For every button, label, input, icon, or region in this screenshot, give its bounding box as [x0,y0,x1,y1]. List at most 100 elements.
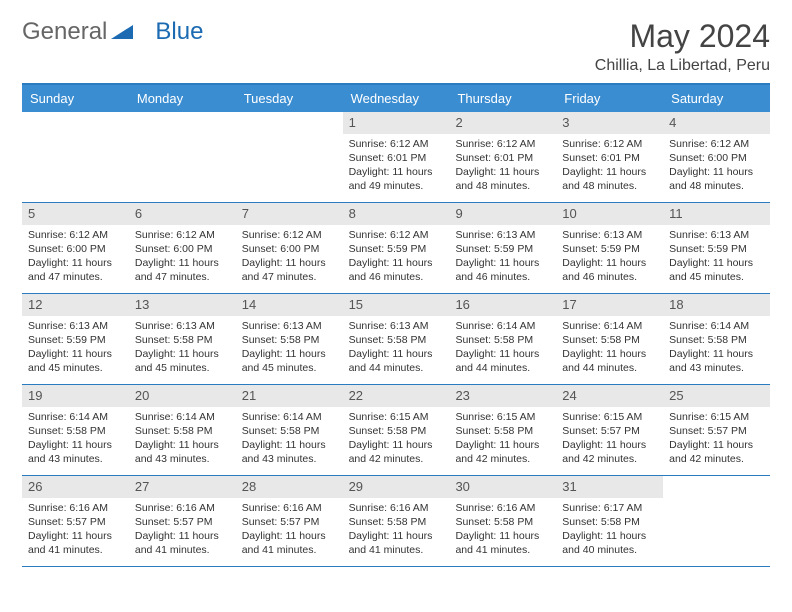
day-info-line: Sunset: 5:58 PM [455,424,550,438]
day-info: Sunrise: 6:16 AMSunset: 5:57 PMDaylight:… [236,498,343,564]
day-info: Sunrise: 6:13 AMSunset: 5:59 PMDaylight:… [663,225,770,291]
day-number: 11 [663,203,770,225]
day-info-line: Sunrise: 6:15 AM [455,410,550,424]
day-number: 2 [449,112,556,134]
day-info-line: Sunrise: 6:13 AM [455,228,550,242]
day-number: 29 [343,476,450,498]
day-info: Sunrise: 6:14 AMSunset: 5:58 PMDaylight:… [556,316,663,382]
day-info-line: Sunrise: 6:12 AM [242,228,337,242]
day-number: 23 [449,385,556,407]
day-number: 15 [343,294,450,316]
day-info-line: Sunset: 5:57 PM [242,515,337,529]
day-info-line: Sunrise: 6:13 AM [135,319,230,333]
day-info-line: Sunset: 6:01 PM [562,151,657,165]
day-info-line: Sunrise: 6:16 AM [135,501,230,515]
day-number: 7 [236,203,343,225]
day-number [129,112,236,132]
day-number [236,112,343,132]
day-number: 26 [22,476,129,498]
calendar-day-cell: 15 Sunrise: 6:13 AMSunset: 5:58 PMDayligh… [343,294,450,384]
day-info-line: Daylight: 11 hours and 43 minutes. [28,438,123,466]
day-info-line: Sunrise: 6:12 AM [349,228,444,242]
day-number: 28 [236,476,343,498]
day-info-line: Sunrise: 6:12 AM [349,137,444,151]
day-number: 24 [556,385,663,407]
day-info: Sunrise: 6:15 AMSunset: 5:57 PMDaylight:… [663,407,770,473]
day-info-line: Daylight: 11 hours and 47 minutes. [28,256,123,284]
calendar-week-row: 5Sunrise: 6:12 AMSunset: 6:00 PMDaylight… [22,203,770,294]
day-info-line: Sunrise: 6:13 AM [562,228,657,242]
day-info-line: Sunset: 5:59 PM [28,333,123,347]
calendar-day-cell: 8Sunrise: 6:12 AMSunset: 5:59 PMDaylight… [343,203,450,293]
day-info-line: Daylight: 11 hours and 46 minutes. [562,256,657,284]
day-info-line: Sunrise: 6:17 AM [562,501,657,515]
calendar-day-cell: 20Sunrise: 6:14 AMSunset: 5:58 PMDayligh… [129,385,236,475]
day-header: Friday [556,85,663,112]
brand-part2: Blue [155,18,203,46]
day-number [22,112,129,132]
day-info-line: Daylight: 11 hours and 48 minutes. [562,165,657,193]
brand-logo: General Blue [22,18,203,46]
day-number: 3 [556,112,663,134]
day-info-line: Sunrise: 6:13 AM [349,319,444,333]
day-info-line: Sunset: 5:59 PM [562,242,657,256]
calendar-day-cell: 30Sunrise: 6:16 AMSunset: 5:58 PMDayligh… [449,476,556,566]
day-info: Sunrise: 6:13 AMSunset: 5:59 PMDaylight:… [556,225,663,291]
location-text: Chillia, La Libertad, Peru [595,57,770,75]
day-number: 10 [556,203,663,225]
day-info-line: Sunset: 5:58 PM [349,424,444,438]
day-info-line: Sunrise: 6:16 AM [28,501,123,515]
day-info-line: Daylight: 11 hours and 49 minutes. [349,165,444,193]
title-block: May 2024 Chillia, La Libertad, Peru [595,18,770,75]
day-info: Sunrise: 6:13 AMSunset: 5:58 PMDaylight:… [129,316,236,382]
calendar-week-row: 26Sunrise: 6:16 AMSunset: 5:57 PMDayligh… [22,476,770,567]
month-title: May 2024 [595,18,770,55]
day-info-line: Sunset: 5:58 PM [135,333,230,347]
calendar-day-cell: 5Sunrise: 6:12 AMSunset: 6:00 PMDaylight… [22,203,129,293]
day-info-line: Sunset: 6:00 PM [242,242,337,256]
day-info-line: Sunset: 5:58 PM [242,424,337,438]
day-header: Monday [129,85,236,112]
day-info-line: Sunset: 5:58 PM [242,333,337,347]
day-number: 31 [556,476,663,498]
day-info: Sunrise: 6:16 AMSunset: 5:58 PMDaylight:… [343,498,450,564]
day-info-line: Sunset: 5:58 PM [562,333,657,347]
calendar-day-cell: 4Sunrise: 6:12 AMSunset: 6:00 PMDaylight… [663,112,770,202]
day-info: Sunrise: 6:12 AMSunset: 6:00 PMDaylight:… [663,134,770,200]
day-info-line: Daylight: 11 hours and 41 minutes. [455,529,550,557]
day-info-line: Daylight: 11 hours and 44 minutes. [349,347,444,375]
day-info-line: Daylight: 11 hours and 42 minutes. [455,438,550,466]
calendar-week-row: 1Sunrise: 6:12 AMSunset: 6:01 PMDaylight… [22,112,770,203]
calendar-day-cell: 2Sunrise: 6:12 AMSunset: 6:01 PMDaylight… [449,112,556,202]
calendar-day-cell: 21Sunrise: 6:14 AMSunset: 5:58 PMDayligh… [236,385,343,475]
day-info-line: Sunrise: 6:12 AM [135,228,230,242]
day-info-line: Sunrise: 6:16 AM [349,501,444,515]
day-info-line: Sunset: 5:57 PM [669,424,764,438]
day-info: Sunrise: 6:14 AMSunset: 5:58 PMDaylight:… [22,407,129,473]
day-info-line: Daylight: 11 hours and 42 minutes. [349,438,444,466]
day-info: Sunrise: 6:14 AMSunset: 5:58 PMDaylight:… [236,407,343,473]
day-info: Sunrise: 6:12 AMSunset: 6:00 PMDaylight:… [129,225,236,291]
day-header: Wednesday [343,85,450,112]
day-info-line: Sunset: 5:59 PM [349,242,444,256]
day-info-line: Sunrise: 6:16 AM [242,501,337,515]
calendar-day-cell: 19Sunrise: 6:14 AMSunset: 5:58 PMDayligh… [22,385,129,475]
day-info: Sunrise: 6:12 AMSunset: 6:00 PMDaylight:… [236,225,343,291]
calendar-day-cell: 14Sunrise: 6:13 AMSunset: 5:58 PMDayligh… [236,294,343,384]
day-info-line: Daylight: 11 hours and 42 minutes. [562,438,657,466]
calendar-day-cell: 29Sunrise: 6:16 AMSunset: 5:58 PMDayligh… [343,476,450,566]
day-info-line: Daylight: 11 hours and 45 minutes. [28,347,123,375]
calendar-day-cell: 23 Sunrise: 6:15 AMSunset: 5:58 PMDayligh… [449,385,556,475]
day-info-line: Daylight: 11 hours and 45 minutes. [669,256,764,284]
day-info-line: Sunrise: 6:12 AM [28,228,123,242]
day-info-line: Sunset: 5:58 PM [349,333,444,347]
day-info-line: Sunset: 5:58 PM [669,333,764,347]
day-info-line: Sunset: 6:00 PM [669,151,764,165]
day-number: 27 [129,476,236,498]
logo-triangle-icon [111,18,133,46]
day-info-line: Daylight: 11 hours and 41 minutes. [135,529,230,557]
day-info-line: Daylight: 11 hours and 43 minutes. [242,438,337,466]
day-info: Sunrise: 6:13 AMSunset: 5:59 PMDaylight:… [22,316,129,382]
day-info: Sunrise: 6:12 AMSunset: 6:01 PMDaylight:… [556,134,663,200]
day-number: 30 [449,476,556,498]
